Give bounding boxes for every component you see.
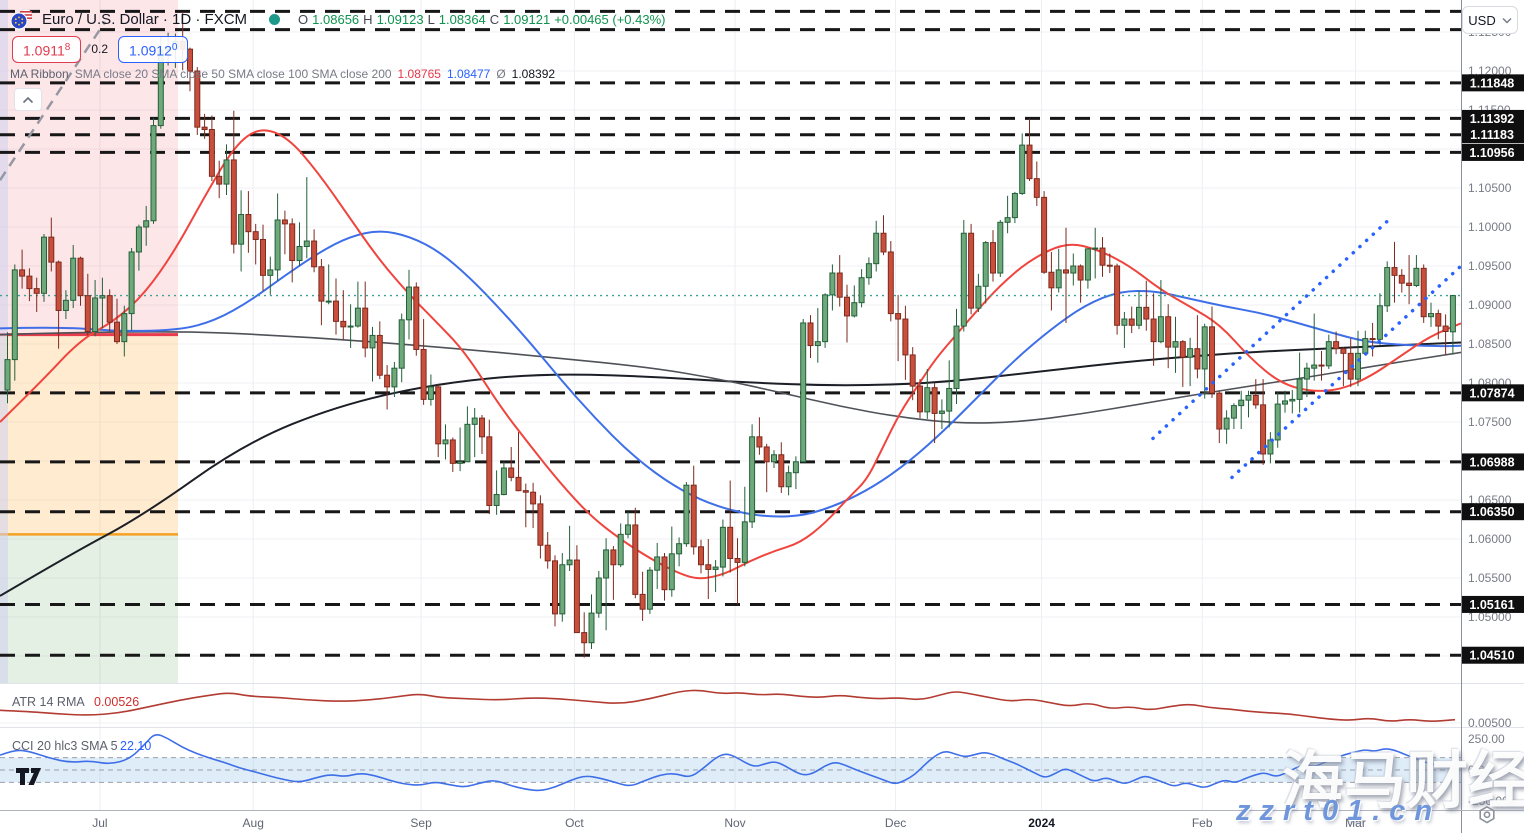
symbol-title[interactable]: Euro / U.S. Dollar · 1D · FXCM [42, 10, 248, 28]
svg-text:Dec: Dec [885, 816, 906, 830]
chart-header: Euro / U.S. Dollar · 1D · FXCM O 1.08656 … [10, 8, 666, 30]
change-value: +0.00465 (+0.43%) [554, 11, 666, 27]
ohlc-readout: O 1.08656 H 1.09123 L 1.08364 C 1.09121 +0.0… [298, 12, 665, 27]
svg-text:0.00500: 0.00500 [1468, 716, 1512, 730]
svg-text:0.00: 0.00 [1468, 763, 1492, 777]
svg-text:1.10956: 1.10956 [1469, 146, 1514, 160]
svg-text:1.09500: 1.09500 [1468, 259, 1512, 273]
svg-text:1.06988: 1.06988 [1469, 455, 1514, 469]
svg-text:1.05000: 1.05000 [1468, 610, 1512, 624]
sma50-value: 1.08477 [446, 67, 491, 81]
svg-text:22.10: 22.10 [120, 739, 151, 753]
tradingview-logo[interactable] [14, 764, 48, 793]
buy-price-sup: 0 [171, 42, 178, 53]
svg-text:Jul: Jul [92, 816, 107, 830]
svg-text:Mar: Mar [1345, 816, 1366, 830]
open-value: 1.08656 [312, 11, 360, 27]
average-symbol: Ø [496, 67, 506, 81]
svg-text:0.00526: 0.00526 [94, 695, 139, 709]
svg-text:Nov: Nov [724, 816, 745, 830]
svg-text:-250.00: -250.00 [1468, 794, 1509, 808]
chevron-down-icon [1502, 17, 1512, 24]
svg-text:1.10500: 1.10500 [1468, 181, 1512, 195]
sma100-line [0, 331, 1461, 424]
svg-text:1.11848: 1.11848 [1470, 76, 1515, 90]
average-value: 1.08392 [511, 67, 556, 81]
open-label: O [298, 11, 309, 27]
svg-text:1.06000: 1.06000 [1468, 532, 1512, 546]
svg-text:1.05500: 1.05500 [1468, 571, 1512, 585]
gray-trendline [0, 21, 107, 181]
market-status-icon[interactable] [269, 13, 281, 25]
sell-price-button[interactable]: 1.09118 [12, 36, 82, 63]
sell-price-sup: 8 [64, 42, 71, 53]
svg-text:1.10000: 1.10000 [1468, 220, 1512, 234]
high-value: 1.09123 [376, 11, 424, 27]
svg-text:CCI 20 hlc3 SMA 5: CCI 20 hlc3 SMA 5 [12, 739, 118, 753]
svg-text:1.05161: 1.05161 [1469, 598, 1514, 612]
collapse-legend-button[interactable] [14, 88, 42, 111]
candles [4, 11, 1456, 658]
grid-vertical [99, 0, 1356, 810]
sma50-line [0, 230, 1461, 518]
spread-value: 0.2 [91, 42, 109, 57]
site-watermark: zzrt01.cn [1236, 795, 1442, 827]
svg-text:Sep: Sep [410, 816, 432, 830]
gear-icon [1479, 805, 1495, 824]
currency-label: USD [1468, 12, 1496, 28]
time-axis: Jul Aug Sep Oct Nov Dec 2024 Feb Mar [92, 816, 1366, 830]
svg-text:ATR 14 RMA: ATR 14 RMA [12, 695, 85, 709]
sma200-line [0, 341, 1461, 597]
currency-dropdown[interactable]: USD [1462, 6, 1518, 34]
chevron-up-icon [22, 96, 34, 103]
left-edge-strip [0, 0, 8, 683]
trend-channel-line [1151, 215, 1394, 441]
cci-line [0, 733, 1456, 792]
price-axis-badges: 1.11848 1.11392 1.11183 1.10956 1.07874 1.069… [1462, 74, 1524, 664]
low-value: 1.08364 [438, 11, 486, 27]
svg-text:1.08500: 1.08500 [1468, 337, 1512, 351]
svg-text:Feb: Feb [1192, 816, 1213, 830]
low-label: L [427, 11, 435, 27]
svg-text:1.09000: 1.09000 [1468, 298, 1512, 312]
ma-ribbon-legend: MA Ribbon SMA close 20 SMA close 50 SMA … [10, 67, 555, 81]
trend-channel-line [1230, 264, 1461, 480]
atr-line [0, 689, 1456, 722]
quote-row: 1.09118 0.2 1.09120 [12, 36, 189, 63]
svg-text:Oct: Oct [565, 816, 584, 830]
main-pane [0, 0, 1461, 683]
atr-pane [0, 689, 1461, 724]
indicator-params: SMA close 20 SMA close 50 SMA close 100 … [74, 67, 392, 81]
high-label: H [363, 11, 373, 27]
timezone-settings-button[interactable] [1477, 805, 1497, 830]
close-value: 1.09121 [503, 11, 551, 27]
svg-text:1.11392: 1.11392 [1470, 112, 1515, 126]
svg-text:1.07500: 1.07500 [1468, 415, 1512, 429]
svg-text:1.04510: 1.04510 [1469, 649, 1514, 663]
sma20-line [0, 129, 1461, 580]
svg-text:2024: 2024 [1028, 816, 1055, 830]
svg-text:1.06350: 1.06350 [1469, 505, 1514, 519]
svg-text:1.11183: 1.11183 [1470, 128, 1514, 142]
close-label: C [489, 11, 500, 27]
cci-pane [0, 733, 1461, 792]
buy-price-button[interactable]: 1.09120 [118, 36, 189, 63]
tradingview-logo-icon [16, 768, 41, 785]
svg-text:Aug: Aug [243, 816, 264, 830]
indicator-name[interactable]: MA Ribbon [10, 67, 69, 81]
svg-text:1.07874: 1.07874 [1469, 386, 1514, 400]
svg-text:250.00: 250.00 [1468, 732, 1505, 746]
sma20-value: 1.08765 [397, 67, 441, 81]
eurusd-pair-icon [10, 8, 33, 30]
brand-watermark: 海马财经 [1282, 747, 1524, 816]
